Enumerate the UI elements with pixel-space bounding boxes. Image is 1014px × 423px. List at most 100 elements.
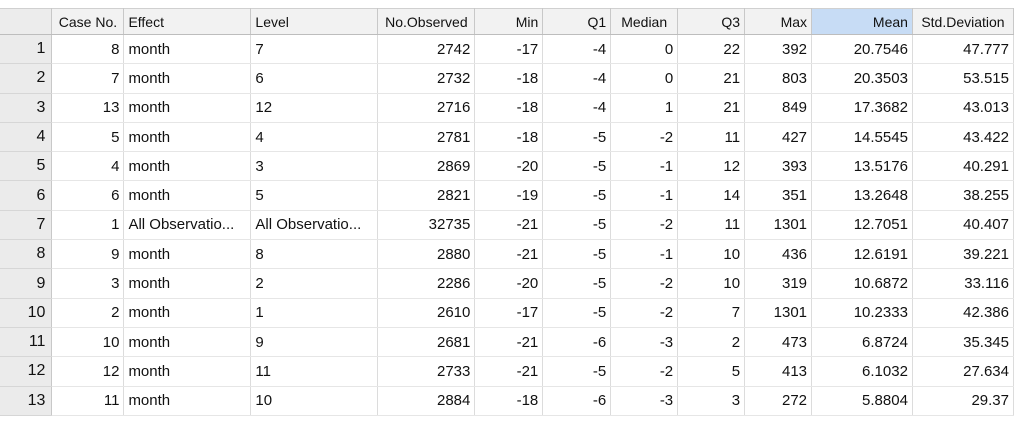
cell-no-observed[interactable]: 2681 — [377, 327, 476, 358]
table-row[interactable]: 12 12 month 11 2733 -21 -5 -2 5 413 6.1032 27.634 — [0, 356, 1014, 387]
cell-no-observed[interactable]: 2732 — [377, 63, 476, 94]
cell-no-observed[interactable]: 2884 — [377, 386, 476, 416]
cell-q3[interactable]: 22 — [677, 34, 746, 65]
cell-min[interactable]: -21 — [474, 210, 544, 241]
cell-median[interactable]: 1 — [610, 93, 679, 123]
cell-q1[interactable]: -4 — [542, 63, 612, 94]
cell-q1[interactable]: -6 — [542, 327, 612, 358]
cell-median[interactable]: -2 — [610, 356, 679, 387]
cell-q3[interactable]: 12 — [677, 151, 746, 182]
cell-no-observed[interactable]: 2821 — [377, 180, 476, 211]
table-row[interactable]: 5 4 month 3 2869 -20 -5 -1 12 393 13.5176 40.291 — [0, 151, 1014, 182]
cell-std-deviation[interactable]: 38.255 — [912, 180, 1014, 211]
cell-median[interactable]: -1 — [610, 239, 679, 270]
cell-effect[interactable]: month — [123, 122, 252, 153]
cell-effect[interactable]: month — [123, 268, 252, 299]
cell-no-observed[interactable]: 2733 — [377, 356, 476, 387]
cell-max[interactable]: 803 — [744, 63, 813, 94]
cell-q1[interactable]: -6 — [542, 386, 612, 416]
cell-q3[interactable]: 3 — [677, 386, 746, 416]
cell-level[interactable]: 5 — [250, 180, 379, 211]
cell-effect[interactable]: month — [123, 151, 252, 182]
cell-level[interactable]: 7 — [250, 34, 379, 65]
cell-std-deviation[interactable]: 27.634 — [912, 356, 1014, 387]
cell-mean[interactable]: 20.7546 — [811, 34, 913, 65]
cell-mean[interactable]: 20.3503 — [811, 63, 913, 94]
cell-min[interactable]: -18 — [474, 122, 544, 153]
cell-min[interactable]: -17 — [474, 298, 544, 328]
column-header-no-observed[interactable]: No.Observed — [377, 8, 476, 35]
cell-max[interactable]: 849 — [744, 93, 813, 123]
cell-level[interactable]: All Observatio... — [250, 210, 379, 241]
cell-case-no[interactable]: 5 — [51, 122, 125, 153]
table-row[interactable]: 4 5 month 4 2781 -18 -5 -2 11 427 14.5545 43.422 — [0, 122, 1014, 153]
cell-max[interactable]: 427 — [744, 122, 813, 153]
cell-no-observed[interactable]: 2610 — [377, 298, 476, 328]
cell-no-observed[interactable]: 2869 — [377, 151, 476, 182]
row-header[interactable]: 7 — [0, 210, 53, 241]
cell-q1[interactable]: -5 — [542, 122, 612, 153]
row-header[interactable]: 1 — [0, 34, 53, 65]
cell-min[interactable]: -17 — [474, 34, 544, 65]
cell-median[interactable]: -3 — [610, 327, 679, 358]
cell-no-observed[interactable]: 32735 — [377, 210, 476, 241]
cell-q3[interactable]: 7 — [677, 298, 746, 328]
cell-std-deviation[interactable]: 40.291 — [912, 151, 1014, 182]
table-row[interactable]: 3 13 month 12 2716 -18 -4 1 21 849 17.3682 43.013 — [0, 93, 1014, 123]
cell-q1[interactable]: -5 — [542, 210, 612, 241]
cell-std-deviation[interactable]: 33.116 — [912, 268, 1014, 299]
cell-std-deviation[interactable]: 39.221 — [912, 239, 1014, 270]
cell-min[interactable]: -19 — [474, 180, 544, 211]
cell-mean[interactable]: 13.2648 — [811, 180, 913, 211]
cell-min[interactable]: -21 — [474, 327, 544, 358]
table-row[interactable]: 8 9 month 8 2880 -21 -5 -1 10 436 12.6191 39.221 — [0, 239, 1014, 270]
cell-level[interactable]: 6 — [250, 63, 379, 94]
cell-max[interactable]: 413 — [744, 356, 813, 387]
cell-no-observed[interactable]: 2286 — [377, 268, 476, 299]
table-row[interactable]: 10 2 month 1 2610 -17 -5 -2 7 1301 10.2333 42.386 — [0, 298, 1014, 328]
cell-effect[interactable]: month — [123, 34, 252, 65]
cell-no-observed[interactable]: 2742 — [377, 34, 476, 65]
cell-max[interactable]: 351 — [744, 180, 813, 211]
cell-median[interactable]: -2 — [610, 298, 679, 328]
cell-mean[interactable]: 12.7051 — [811, 210, 913, 241]
column-header-median[interactable]: Median — [610, 8, 679, 35]
cell-case-no[interactable]: 13 — [51, 93, 125, 123]
cell-median[interactable]: -2 — [610, 210, 679, 241]
cell-case-no[interactable]: 1 — [51, 210, 125, 241]
cell-std-deviation[interactable]: 43.422 — [912, 122, 1014, 153]
cell-case-no[interactable]: 4 — [51, 151, 125, 182]
cell-q3[interactable]: 21 — [677, 63, 746, 94]
cell-level[interactable]: 8 — [250, 239, 379, 270]
cell-q1[interactable]: -5 — [542, 298, 612, 328]
table-row[interactable]: 6 6 month 5 2821 -19 -5 -1 14 351 13.2648 38.255 — [0, 180, 1014, 211]
cell-case-no[interactable]: 11 — [51, 386, 125, 416]
cell-median[interactable]: -1 — [610, 151, 679, 182]
cell-min[interactable]: -18 — [474, 93, 544, 123]
column-header-max[interactable]: Max — [744, 8, 813, 35]
cell-effect[interactable]: month — [123, 386, 252, 416]
cell-effect[interactable]: month — [123, 180, 252, 211]
cell-mean[interactable]: 17.3682 — [811, 93, 913, 123]
cell-q1[interactable]: -5 — [542, 151, 612, 182]
row-header[interactable]: 6 — [0, 180, 53, 211]
cell-q1[interactable]: -5 — [542, 239, 612, 270]
cell-q3[interactable]: 11 — [677, 122, 746, 153]
cell-case-no[interactable]: 6 — [51, 180, 125, 211]
column-header-min[interactable]: Min — [474, 8, 544, 35]
cell-case-no[interactable]: 10 — [51, 327, 125, 358]
cell-effect[interactable]: month — [123, 327, 252, 358]
cell-q1[interactable]: -4 — [542, 93, 612, 123]
column-header-std-deviation[interactable]: Std.Deviation — [912, 8, 1014, 35]
row-header[interactable]: 3 — [0, 93, 53, 123]
cell-level[interactable]: 1 — [250, 298, 379, 328]
cell-q1[interactable]: -5 — [542, 180, 612, 211]
cell-min[interactable]: -18 — [474, 386, 544, 416]
cell-min[interactable]: -21 — [474, 356, 544, 387]
table-row[interactable]: 9 3 month 2 2286 -20 -5 -2 10 319 10.6872 33.116 — [0, 268, 1014, 299]
cell-min[interactable]: -20 — [474, 268, 544, 299]
row-header[interactable]: 10 — [0, 298, 53, 328]
row-header[interactable]: 11 — [0, 327, 53, 358]
cell-effect[interactable]: month — [123, 298, 252, 328]
cell-mean[interactable]: 13.5176 — [811, 151, 913, 182]
